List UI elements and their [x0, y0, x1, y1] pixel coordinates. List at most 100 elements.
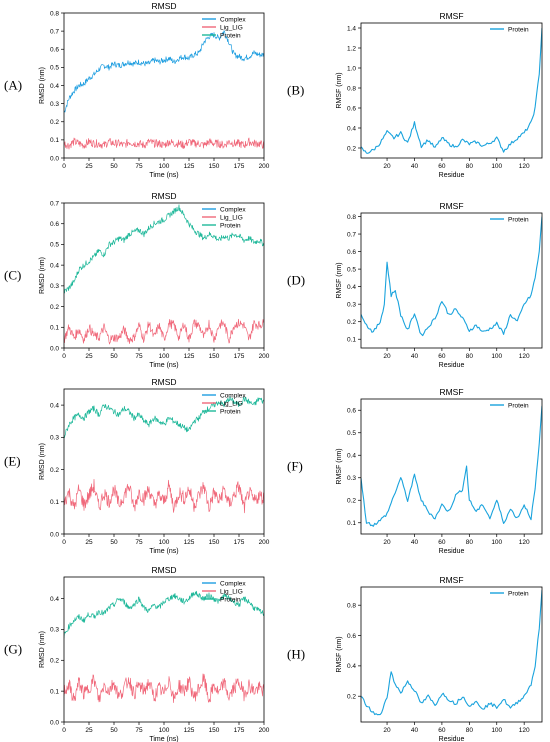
legend-label: Complex — [220, 580, 246, 587]
x-tick-label: 50 — [110, 727, 118, 734]
x-tick-label: 80 — [466, 539, 474, 546]
y-tick-label: 0.1 — [50, 499, 59, 506]
y-tick-label: 0.4 — [347, 284, 356, 291]
x-tick-label: 50 — [110, 353, 118, 360]
x-tick-label: 200 — [259, 353, 270, 360]
y-tick-label: 0.8 — [347, 85, 356, 92]
y-tick-label: 0.2 — [347, 145, 356, 152]
chart-panel-g: (G) RMSD 0 25 50 75 100 125 150 175 200 0.0 0.1 0.2 0.… — [4, 565, 270, 742]
y-tick-label: 0.6 — [347, 249, 356, 256]
x-tick-label: 100 — [491, 539, 502, 546]
series-line-protein — [361, 27, 542, 154]
legend-label: Protein — [220, 596, 241, 603]
y-tick-label: 0.7 — [50, 200, 59, 207]
x-tick-label: 120 — [519, 163, 530, 170]
x-tick-label: 75 — [135, 539, 143, 546]
x-axis-label: Time (ns) — [149, 736, 178, 742]
x-tick-label: 40 — [411, 353, 419, 360]
series-line-protein — [64, 204, 264, 294]
y-tick-label: 1.4 — [347, 25, 356, 32]
plot-frame — [360, 212, 543, 349]
legend-label: Complex — [220, 392, 246, 399]
y-axis-label: RMSD (nm) — [39, 631, 46, 668]
legend: Protein — [490, 26, 529, 33]
x-tick-label: 175 — [234, 539, 245, 546]
x-axis-label: Residue — [439, 172, 465, 179]
y-tick-label: 0.7 — [50, 28, 59, 35]
y-tick-label: 0.1 — [347, 337, 356, 344]
x-tick-label: 25 — [85, 163, 93, 170]
y-tick-label: 0.2 — [50, 119, 59, 126]
x-axis-label: Residue — [439, 736, 465, 742]
x-tick-label: 50 — [110, 163, 118, 170]
plot-frame — [360, 398, 543, 535]
series-line-lig-lig — [64, 673, 264, 703]
x-tick-label: 80 — [466, 353, 474, 360]
chart-panel-a: (A) RMSD 0 25 50 75 100 125 150 175 200 0.0 0.1 0.2 0.… — [4, 1, 270, 179]
x-tick-label: 120 — [519, 539, 530, 546]
y-tick-label: 1.0 — [347, 65, 356, 72]
x-tick-label: 175 — [234, 353, 245, 360]
legend-label: Protein — [508, 402, 529, 409]
chart-title: RMSD — [151, 191, 176, 201]
x-tick-label: 100 — [159, 163, 170, 170]
y-tick-label: 0.8 — [347, 603, 356, 610]
y-tick-label: 0.5 — [347, 266, 356, 273]
legend-label: Protein — [220, 408, 241, 415]
legend-label: Protein — [508, 26, 529, 33]
series-group — [64, 30, 264, 150]
y-tick-label: 0.8 — [347, 214, 356, 221]
y-tick-label: 0.2 — [347, 319, 356, 326]
y-tick-label: 0.1 — [50, 325, 59, 332]
x-tick-label: 150 — [209, 163, 220, 170]
y-tick-label: 0.2 — [50, 658, 59, 665]
chart-title: RMSF — [439, 11, 463, 21]
x-tick-label: 75 — [135, 163, 143, 170]
y-tick-label: 0.2 — [347, 498, 356, 505]
legend-label: Protein — [508, 590, 529, 597]
series-line-protein — [361, 405, 542, 527]
series-line-complex — [64, 30, 264, 113]
x-tick-label: 20 — [383, 353, 391, 360]
series-group — [361, 405, 542, 527]
y-tick-label: 0.8 — [50, 10, 59, 17]
panel-label: (F) — [287, 459, 303, 474]
series-group — [64, 204, 264, 345]
chart-title: RMSD — [151, 377, 176, 387]
plot-frame — [360, 22, 543, 159]
x-axis-label: Time (ns) — [149, 172, 178, 179]
legend-label: Complex — [220, 16, 246, 23]
series-line-protein — [64, 590, 264, 639]
panel-label: (E) — [4, 454, 21, 469]
y-tick-label: 0.6 — [50, 47, 59, 54]
y-tick-label: 0.2 — [347, 694, 356, 701]
panel-label: (H) — [287, 647, 305, 662]
series-group — [361, 589, 542, 716]
plot-frame — [360, 586, 543, 723]
x-tick-label: 20 — [383, 163, 391, 170]
x-tick-label: 40 — [411, 727, 419, 734]
legend-label: Protein — [220, 32, 241, 39]
y-tick-label: 0.6 — [50, 221, 59, 228]
chart-title: RMSF — [439, 387, 463, 397]
y-tick-label: 0.2 — [50, 304, 59, 311]
x-tick-label: 100 — [159, 727, 170, 734]
x-tick-label: 150 — [209, 727, 220, 734]
series-line-lig-lig — [64, 478, 264, 514]
legend: Protein — [490, 216, 529, 223]
y-tick-label: 0.1 — [50, 137, 59, 144]
x-tick-label: 50 — [110, 539, 118, 546]
x-tick-label: 125 — [184, 353, 195, 360]
x-tick-label: 200 — [259, 539, 270, 546]
series-group — [361, 216, 542, 337]
x-tick-label: 40 — [411, 539, 419, 546]
y-tick-label: 0.0 — [50, 155, 59, 162]
y-tick-label: 0.4 — [347, 125, 356, 132]
y-tick-label: 0.3 — [50, 627, 59, 634]
y-tick-label: 0.3 — [347, 475, 356, 482]
chart-panel-f: (F) RMSF 20 40 60 80 100 120 0.1 0.2 0.3 0.4 0.5 0.6 R… — [287, 387, 543, 555]
x-tick-label: 100 — [491, 727, 502, 734]
panel-label: (D) — [287, 273, 305, 288]
